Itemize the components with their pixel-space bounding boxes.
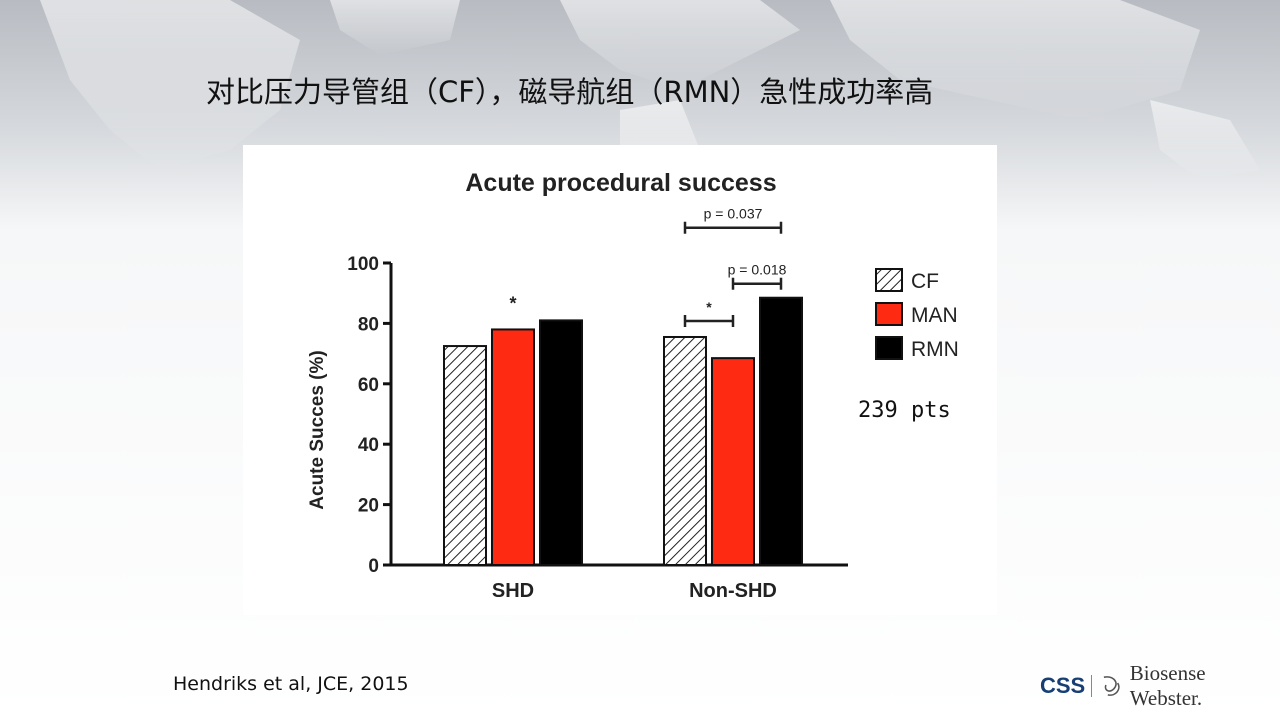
company-logo: CSS Biosense Webster. bbox=[1040, 661, 1280, 710]
legend-label-rmn: RMN bbox=[911, 338, 959, 361]
x-category-label: Non-SHD bbox=[689, 580, 777, 602]
legend-swatch-man bbox=[875, 302, 903, 326]
bars: SHD Non-SHD bbox=[443, 296, 803, 602]
legend-label-man: MAN bbox=[911, 304, 958, 327]
chart-title: Acute procedural success bbox=[465, 169, 776, 197]
legend-swatch-cf bbox=[875, 268, 903, 292]
logo-company-name: Biosense Webster. bbox=[1129, 661, 1206, 710]
p-value-label: p = 0.037 bbox=[704, 206, 763, 222]
y-tick-label: 60 bbox=[358, 375, 379, 396]
bar-chart: Acute procedural success Acute Succes (%… bbox=[307, 169, 959, 602]
p-value-label: p = 0.018 bbox=[728, 262, 787, 278]
legend-label-cf: CF bbox=[911, 270, 939, 293]
y-axis-label: Acute Succes (%) bbox=[307, 350, 328, 509]
bar-cf-shd bbox=[443, 345, 487, 566]
bar-man-non-shd bbox=[711, 357, 755, 566]
logo-divider bbox=[1091, 675, 1093, 697]
slide-title: 对比压力导管组（CF），磁导航组（RMN）急性成功率高 bbox=[206, 75, 934, 109]
citation: Hendriks et al, JCE, 2015 bbox=[173, 673, 409, 695]
biosense-logo-icon bbox=[1103, 676, 1120, 696]
significance-star: * bbox=[509, 293, 516, 313]
significance-annotations: * * p = 0.018 p = 0.037 bbox=[509, 206, 787, 327]
bar-rmn-shd bbox=[539, 319, 583, 566]
y-tick-label: 100 bbox=[347, 254, 379, 275]
y-tick-label: 20 bbox=[358, 496, 379, 517]
logo-brand: CSS bbox=[1040, 673, 1086, 698]
bar-man-shd bbox=[491, 328, 535, 566]
y-tick-label: 40 bbox=[358, 435, 379, 456]
bar-cf-non-shd bbox=[663, 335, 707, 566]
legend-swatch-rmn bbox=[875, 336, 903, 360]
chart-panel bbox=[243, 145, 997, 615]
sample-size-label: 239 pts bbox=[858, 398, 951, 423]
legend: CF MAN RMN bbox=[875, 268, 959, 361]
bar-rmn-non-shd bbox=[759, 296, 803, 566]
y-tick-label: 0 bbox=[368, 556, 379, 577]
y-tick-label: 80 bbox=[358, 314, 379, 335]
significance-star: * bbox=[706, 299, 712, 315]
x-category-label: SHD bbox=[492, 580, 534, 602]
